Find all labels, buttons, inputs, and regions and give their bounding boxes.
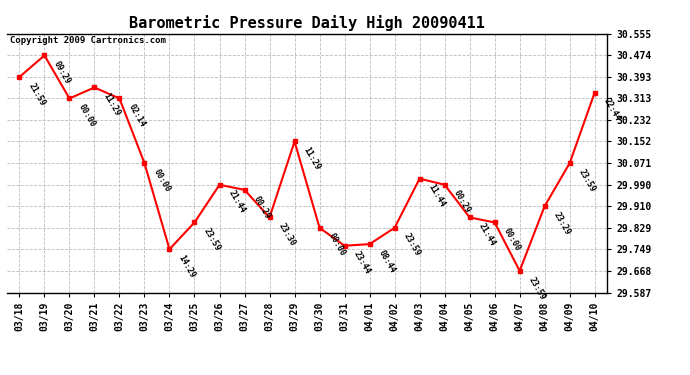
Text: 08:44: 08:44: [377, 248, 397, 274]
Text: 14:29: 14:29: [177, 254, 197, 279]
Text: 00:00: 00:00: [77, 103, 97, 129]
Text: 21:59: 21:59: [26, 81, 47, 107]
Text: 00:00: 00:00: [326, 232, 347, 258]
Text: 02:14: 02:14: [126, 103, 147, 129]
Text: 21:44: 21:44: [226, 189, 247, 215]
Text: 22:44: 22:44: [602, 97, 622, 123]
Text: Copyright 2009 Cartronics.com: Copyright 2009 Cartronics.com: [10, 36, 166, 45]
Text: 00:29: 00:29: [451, 189, 472, 215]
Text: 23:59: 23:59: [402, 232, 422, 258]
Text: 11:44: 11:44: [426, 183, 447, 209]
Text: 11:29: 11:29: [302, 146, 322, 172]
Text: 23:44: 23:44: [351, 250, 372, 276]
Text: 00:00: 00:00: [151, 167, 172, 194]
Text: 21:44: 21:44: [477, 222, 497, 248]
Text: 00:29: 00:29: [251, 194, 272, 220]
Text: 23:59: 23:59: [201, 226, 221, 253]
Text: 09:29: 09:29: [51, 60, 72, 86]
Text: 11:29: 11:29: [101, 92, 121, 118]
Title: Barometric Pressure Daily High 20090411: Barometric Pressure Daily High 20090411: [129, 15, 485, 31]
Text: 23:59: 23:59: [526, 275, 547, 301]
Text: 23:29: 23:29: [551, 210, 572, 237]
Text: 00:00: 00:00: [502, 226, 522, 253]
Text: 23:59: 23:59: [577, 167, 597, 194]
Text: 23:30: 23:30: [277, 222, 297, 248]
